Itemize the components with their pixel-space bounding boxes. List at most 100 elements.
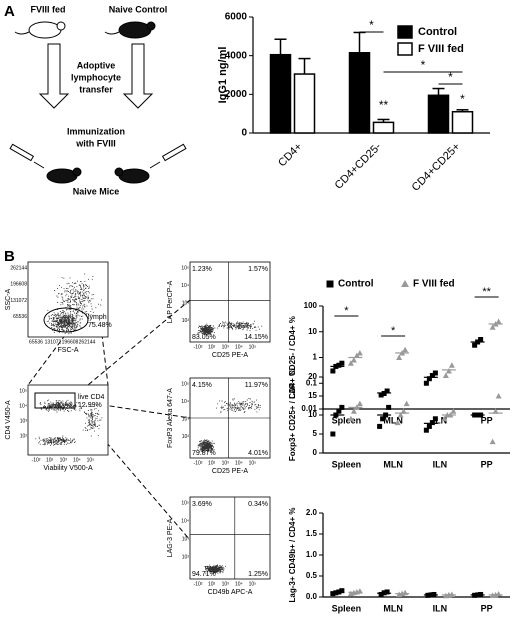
donor-label: Naive Control xyxy=(109,4,168,14)
quadrant-label: 83.05% xyxy=(192,334,216,341)
data-point xyxy=(402,346,409,353)
x-tick-label: MLN xyxy=(383,415,403,425)
significance-label: * xyxy=(369,18,374,32)
significance-label: ** xyxy=(482,286,491,298)
x-tick-label: ILN xyxy=(433,603,448,613)
flow-x-tick: -10² xyxy=(32,457,41,463)
data-point xyxy=(495,393,502,399)
y-tick-label: 4000 xyxy=(225,50,248,61)
y-axis-label: LAP+ CD25- / CD4+ % xyxy=(288,316,297,399)
flow-y-tick: 10² xyxy=(182,434,190,440)
data-point xyxy=(472,342,478,348)
flow-y-label: LAP PerCP-A xyxy=(167,280,174,323)
flow-x-tick: 65536 xyxy=(29,339,43,345)
bar xyxy=(269,53,292,134)
flow-y-tick: 10³ xyxy=(182,300,190,306)
flow-x-tick: 262144 xyxy=(79,339,96,345)
y-axis-label: Lag-3+ CD49b+ / CD4+ % xyxy=(288,508,297,603)
data-point xyxy=(432,370,438,376)
bar xyxy=(451,110,474,134)
data-point xyxy=(492,408,499,414)
data-point xyxy=(380,416,386,422)
y-tick-label: 6000 xyxy=(225,12,248,23)
y-tick-label: 100 xyxy=(304,301,318,310)
flow-x-tick: -10² xyxy=(194,581,203,587)
y-tick-label: 0.5 xyxy=(306,571,318,580)
panel-label: B xyxy=(4,248,15,265)
gate xyxy=(43,307,89,333)
x-tick-label: PP xyxy=(481,603,493,613)
x-tick-label: PP xyxy=(481,459,493,469)
flow-x-tick: 10⁵ xyxy=(249,460,257,466)
quadrant-label: 0.34% xyxy=(248,501,268,508)
significance-label: * xyxy=(448,70,453,84)
flow-y-tick: 10³ xyxy=(20,418,28,424)
x-tick-label: ILN xyxy=(433,459,448,469)
y-tick-label: 15 xyxy=(308,391,317,400)
data-point xyxy=(403,400,410,407)
data-point xyxy=(394,419,401,426)
significance-label: * xyxy=(460,92,465,106)
gate-label: 12.99% xyxy=(78,402,102,409)
legend-label: Control xyxy=(338,279,374,290)
data-point xyxy=(423,427,429,433)
flow-y-label: FoxP3 Alexa 647-A xyxy=(167,388,174,448)
flow-x-label: Viability V500-A xyxy=(43,465,93,472)
quadrant-label: 1.25% xyxy=(248,571,268,578)
y-axis-label: Foxp3+ CD25+ / CD4+ % xyxy=(288,369,297,461)
y-tick-label: 20 xyxy=(308,372,317,381)
mouse-icon xyxy=(104,21,156,39)
data-point xyxy=(432,416,438,422)
flow-y-tick: 10⁵ xyxy=(181,500,189,506)
bar xyxy=(293,73,316,134)
gate-label: lymph xyxy=(88,314,107,321)
flow-y-tick: 10² xyxy=(182,318,190,324)
flow-x-tick: 10² xyxy=(208,460,216,466)
bar xyxy=(372,121,395,134)
flow-y-tick: 131072 xyxy=(10,298,27,304)
quadrant-label: 94.71% xyxy=(192,571,216,578)
immunization-label: with FVIII xyxy=(75,138,116,148)
donor-label: FVIII fed xyxy=(30,4,65,14)
legend-label: Control xyxy=(418,26,457,38)
y-tick-label: 1.0 xyxy=(306,550,318,559)
data-point xyxy=(336,362,342,368)
significance-label: ** xyxy=(379,98,389,112)
quadrant-label: 11.97% xyxy=(245,382,268,389)
flow-x-label: CD25 PE-A xyxy=(212,468,249,475)
gate xyxy=(34,392,76,409)
legend-label: F VIII fed xyxy=(413,279,455,290)
flow-y-tick: 10⁵ xyxy=(181,265,189,271)
data-point xyxy=(426,376,432,382)
data-point xyxy=(347,360,354,366)
flow-x-tick: -10² xyxy=(194,460,203,466)
data-point xyxy=(378,392,384,398)
panel-label: A xyxy=(4,3,15,20)
data-point xyxy=(429,420,435,426)
y-tick-label: 0 xyxy=(313,448,318,457)
flow-x-tick: 10³ xyxy=(222,460,230,466)
quadrant-label: 4.01% xyxy=(248,450,268,457)
data-point xyxy=(442,372,449,378)
gate-label: 75.48% xyxy=(88,322,112,329)
x-tick-label: Spleen xyxy=(332,459,362,469)
data-point xyxy=(429,372,435,378)
data-point xyxy=(495,318,502,325)
data-point xyxy=(384,589,390,595)
x-tick-label: ILN xyxy=(433,415,448,425)
flow-x-tick: 10⁵ xyxy=(87,457,95,463)
y-tick-label: 10 xyxy=(308,327,317,336)
y-tick-label: 2000 xyxy=(225,89,248,100)
x-tick-label: CD4+ xyxy=(276,141,305,170)
flow-x-tick: -10² xyxy=(194,344,203,350)
data-point xyxy=(423,380,429,386)
flow-y-tick: 262144 xyxy=(10,265,27,271)
bar xyxy=(427,94,450,134)
data-point xyxy=(378,591,384,597)
arrow xyxy=(38,43,70,109)
significance-label: * xyxy=(421,58,426,72)
quadrant-label: 1.23% xyxy=(192,266,212,273)
transfer-label: Adoptive xyxy=(77,60,116,70)
data-point xyxy=(478,337,484,343)
